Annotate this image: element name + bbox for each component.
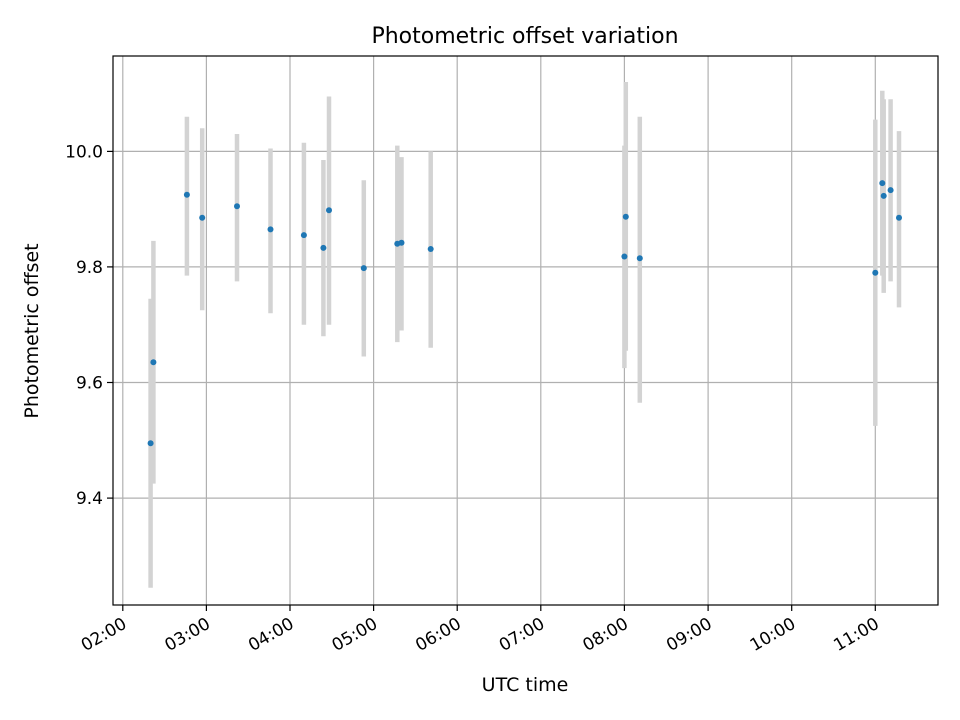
data-point [234, 203, 240, 210]
data-points [147, 180, 902, 447]
data-point [879, 180, 886, 187]
y-tick-label: 9.4 [76, 489, 103, 509]
data-point [326, 207, 332, 214]
data-point [398, 239, 405, 246]
data-point [896, 214, 902, 221]
data-point [880, 192, 887, 199]
data-point [147, 440, 154, 447]
data-point [360, 265, 367, 272]
chart-title: Photometric offset variation [371, 24, 678, 49]
data-point [427, 246, 434, 252]
data-point [636, 255, 643, 262]
data-point [872, 269, 879, 276]
y-axis-ticks: 9.4 9.6 9.8 10.0 [65, 142, 113, 509]
data-point [300, 232, 307, 239]
data-point [887, 187, 894, 194]
data-point [320, 244, 327, 251]
data-point [621, 253, 628, 260]
data-point [199, 214, 206, 221]
data-point [150, 359, 157, 366]
y-tick-label: 9.6 [76, 374, 103, 394]
grid [113, 56, 938, 605]
data-point [183, 191, 190, 198]
data-point [267, 226, 274, 233]
y-tick-label: 10.0 [65, 142, 103, 162]
y-axis-label: Photometric offset [21, 243, 43, 418]
x-axis-label: UTC time [482, 674, 569, 696]
y-tick-label: 9.8 [76, 258, 103, 278]
plot-frame [112, 55, 939, 606]
data-point [622, 213, 629, 220]
